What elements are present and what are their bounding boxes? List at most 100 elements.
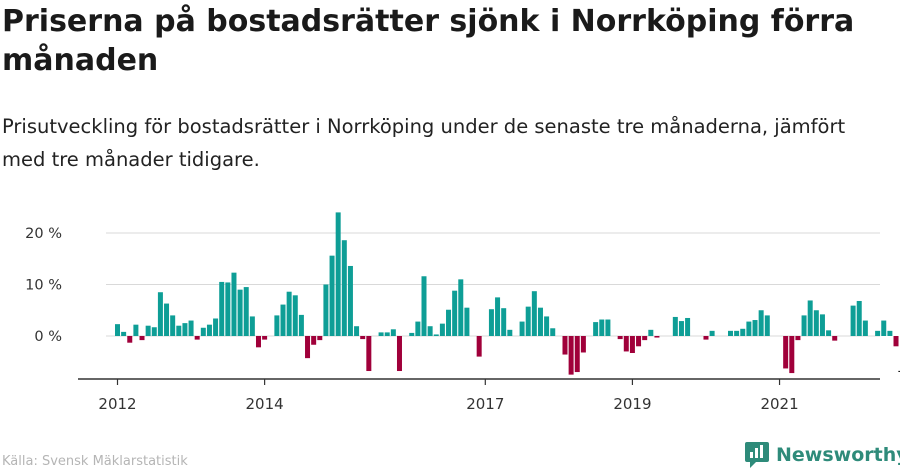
bar <box>617 336 623 340</box>
bar <box>734 330 740 336</box>
bar <box>409 332 415 336</box>
bar <box>305 336 311 359</box>
bar <box>826 330 832 336</box>
bar <box>366 336 372 372</box>
bar <box>550 328 556 336</box>
bar <box>654 336 660 338</box>
x-axis <box>78 378 880 385</box>
bar <box>801 315 807 336</box>
bar <box>648 329 654 336</box>
labels: 20 % 10 % 0 % 2012 2014 2017 2019 2021 -2 % <box>25 226 900 413</box>
bar <box>415 321 421 336</box>
bar <box>164 303 170 336</box>
bar <box>390 329 396 336</box>
bar <box>335 212 341 336</box>
bar <box>121 331 127 336</box>
bar <box>507 329 513 336</box>
bar <box>862 320 868 336</box>
bar <box>274 315 280 336</box>
bar <box>262 336 268 340</box>
x-tick-label: 2017 <box>466 395 504 413</box>
bar <box>446 309 452 336</box>
bar <box>360 336 366 340</box>
bar <box>537 307 543 336</box>
bar <box>893 336 899 347</box>
x-tick-label: 2012 <box>98 395 136 413</box>
source-note: Källa: Svensk Mäklarstatistik <box>2 454 188 469</box>
bar <box>127 336 133 343</box>
bar <box>832 336 838 341</box>
bar <box>856 300 862 336</box>
bar <box>452 290 458 336</box>
bar <box>115 324 120 336</box>
bar <box>501 308 507 336</box>
bar <box>464 307 470 336</box>
bar <box>231 272 237 336</box>
bar <box>476 336 482 357</box>
bar <box>427 326 433 336</box>
chart-subtitle: Prisutveckling för bostadsrätter i Norrk… <box>2 115 846 171</box>
bars <box>115 212 899 375</box>
bar <box>881 320 887 336</box>
bar <box>678 321 684 336</box>
bar <box>629 336 635 353</box>
bar <box>758 310 764 336</box>
bar <box>354 326 360 336</box>
x-tick-label: 2021 <box>760 395 798 413</box>
y-tick-label: 20 % <box>25 226 62 242</box>
bar <box>286 291 292 336</box>
bar <box>488 309 494 336</box>
y-tick-label: 0 % <box>34 329 62 345</box>
bar <box>789 336 795 374</box>
bar <box>151 327 157 336</box>
bar <box>188 320 194 336</box>
bar <box>200 327 206 336</box>
bar <box>219 281 225 336</box>
bar <box>341 240 347 336</box>
bar <box>544 316 550 336</box>
bar <box>347 265 353 336</box>
bar <box>323 284 329 336</box>
bar <box>593 322 599 336</box>
bar <box>133 324 139 336</box>
bar <box>317 336 323 341</box>
bar <box>298 314 304 336</box>
bar <box>795 336 801 341</box>
bar <box>206 324 212 336</box>
bar <box>439 323 445 336</box>
bar <box>752 320 758 336</box>
bar <box>685 317 691 336</box>
bar <box>433 334 439 336</box>
bar <box>495 297 501 336</box>
last-value-label: -2 % <box>898 363 900 379</box>
x-tick-label: 2014 <box>246 395 284 413</box>
newsworthy-icon <box>745 442 769 468</box>
bar <box>213 318 219 336</box>
bar <box>237 289 243 336</box>
bar <box>783 336 789 369</box>
bar-chart: 20 % 10 % 0 % 2012 2014 2017 2019 2021 -2 % <box>25 212 900 413</box>
bar <box>764 315 770 336</box>
bar <box>157 292 163 336</box>
bar <box>819 314 825 336</box>
bar <box>740 328 746 336</box>
bar <box>292 295 298 336</box>
bar <box>145 325 151 336</box>
bar <box>580 336 586 353</box>
bar <box>599 319 605 336</box>
bar <box>887 330 893 336</box>
bar <box>519 321 525 336</box>
newsworthy-logo: Newsworthy <box>744 440 900 470</box>
bar <box>280 304 286 336</box>
bar <box>746 321 752 336</box>
bar <box>243 287 249 336</box>
bar <box>329 255 335 336</box>
bar <box>875 330 881 336</box>
bar <box>636 336 642 347</box>
bar <box>813 310 819 336</box>
bar <box>525 306 531 336</box>
chart-title: Priserna på bostadsrätter sjönk i Norrkö… <box>2 4 855 78</box>
bar <box>194 336 200 340</box>
bar <box>421 276 427 336</box>
bar <box>182 323 188 336</box>
